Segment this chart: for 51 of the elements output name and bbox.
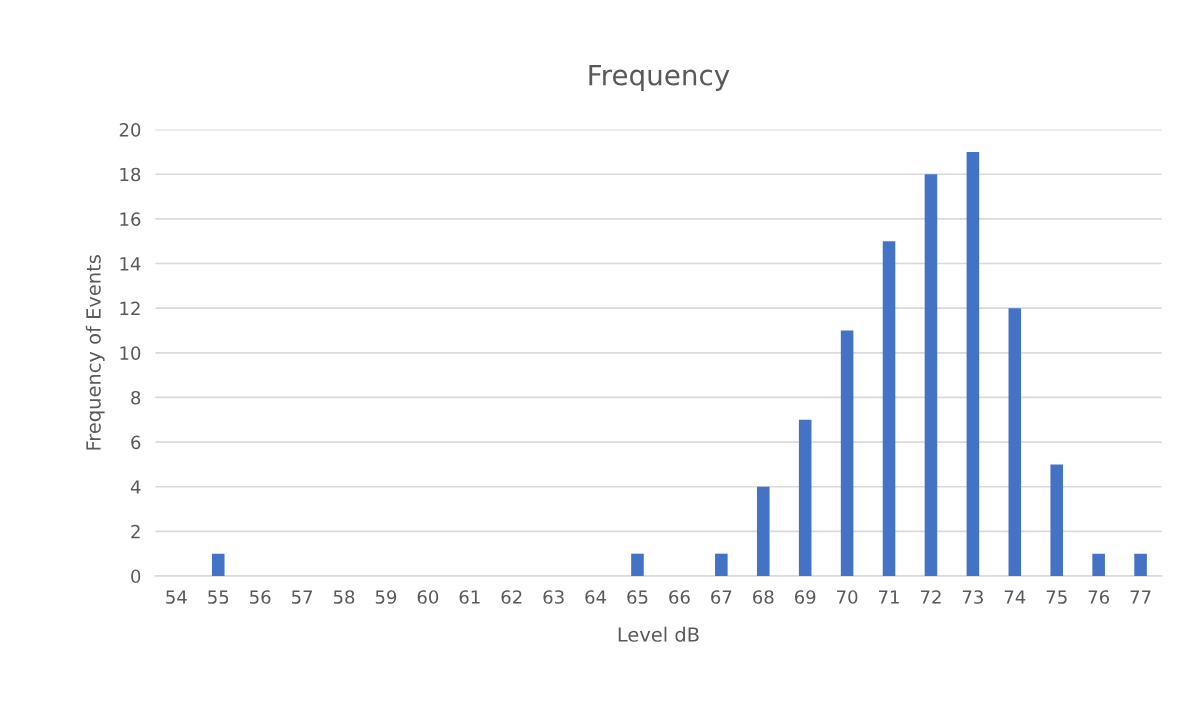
x-tick-label: 67 — [711, 590, 732, 604]
y-tick-label: 6 — [131, 435, 141, 450]
y-tick-label: 14 — [120, 257, 141, 271]
bar — [715, 553, 728, 576]
bar — [840, 330, 854, 576]
y-tick-label: 20 — [119, 123, 141, 137]
y-tick-label: 12 — [120, 301, 140, 316]
x-tick-label: 66 — [669, 590, 690, 604]
y-tick-label: 16 — [120, 212, 141, 226]
bar — [924, 174, 938, 576]
y-tick-label: 8 — [131, 390, 141, 405]
x-axis-title: Level dB — [618, 626, 699, 642]
x-tick-label: 65 — [627, 590, 648, 604]
bar — [1134, 553, 1147, 576]
x-tick-label: 58 — [333, 590, 355, 604]
y-tick-label: 4 — [130, 480, 141, 494]
bar — [882, 241, 896, 576]
x-tick-label: 62 — [501, 590, 522, 604]
y-tick-label: 0 — [131, 569, 141, 584]
x-tick-label: 63 — [543, 590, 564, 604]
bar — [756, 486, 770, 576]
x-tick-label: 77 — [1130, 590, 1151, 604]
bar — [631, 553, 644, 576]
x-tick-label: 75 — [1046, 590, 1067, 604]
x-tick-label: 70 — [837, 590, 858, 604]
x-tick-label: 68 — [753, 590, 774, 604]
x-tick-label: 55 — [208, 590, 229, 604]
bar — [1008, 308, 1022, 576]
x-tick-label: 74 — [1004, 590, 1026, 604]
x-tick-label: 69 — [794, 590, 816, 604]
y-axis-title: Frequency of Events — [85, 255, 105, 450]
bar — [798, 419, 812, 576]
bar — [1050, 464, 1064, 576]
bar — [966, 151, 980, 576]
y-tick-label: 18 — [120, 167, 141, 182]
x-tick-label: 71 — [879, 590, 899, 604]
y-tick-label: 10 — [120, 346, 141, 360]
x-tick-label: 76 — [1088, 590, 1109, 604]
bar — [211, 553, 225, 576]
bar — [1092, 553, 1105, 576]
x-tick-label: 61 — [459, 590, 480, 604]
x-tick-label: 64 — [585, 590, 607, 604]
x-tick-label: 73 — [962, 590, 983, 604]
x-tick-label: 57 — [291, 590, 313, 604]
x-tick-label: 59 — [375, 590, 397, 604]
x-tick-label: 72 — [920, 590, 941, 604]
y-tick-label: 2 — [131, 524, 140, 539]
x-tick-label: 60 — [417, 590, 439, 604]
x-tick-label: 54 — [166, 590, 187, 604]
chart-title: Frequency — [589, 64, 730, 91]
x-tick-label: 56 — [250, 590, 271, 604]
